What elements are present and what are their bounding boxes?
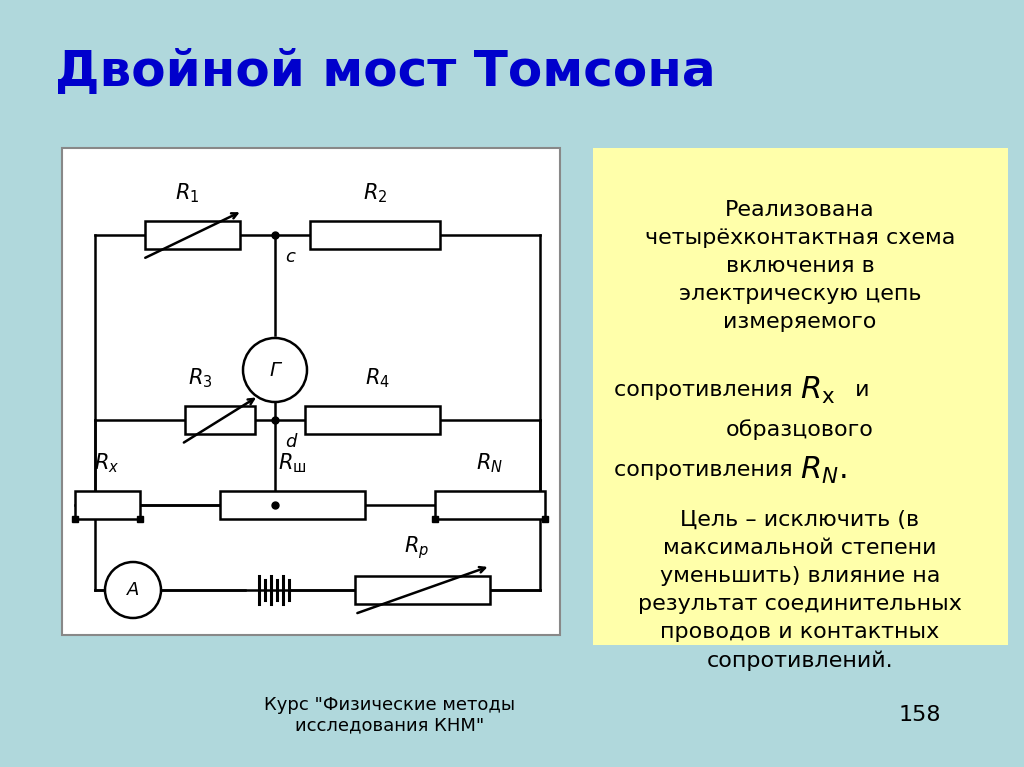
Text: $R_x$: $R_x$ (94, 451, 120, 475)
Bar (145, 221, 240, 249)
Bar (355, 576, 490, 604)
Text: A: A (127, 581, 139, 599)
Text: d: d (285, 433, 296, 451)
Text: $R_\mathrm{ш}$: $R_\mathrm{ш}$ (278, 451, 306, 475)
Circle shape (243, 338, 307, 402)
Text: Г: Г (269, 360, 281, 380)
Text: $R_{N}.$: $R_{N}.$ (800, 455, 847, 486)
Text: $R_\mathrm{x}$: $R_\mathrm{x}$ (800, 374, 836, 406)
Bar (220, 491, 365, 519)
Text: $R_2$: $R_2$ (362, 181, 387, 205)
Text: сопротивления: сопротивления (614, 380, 800, 400)
Bar (593, 148, 1008, 645)
Circle shape (105, 562, 161, 618)
Text: Двойной мост Томсона: Двойной мост Томсона (54, 48, 716, 96)
Text: Цель – исключить (в
максимальной степени
уменьшить) влияние на
результат соедини: Цель – исключить (в максимальной степени… (638, 510, 962, 671)
Bar (185, 406, 255, 434)
Text: $R_1$: $R_1$ (175, 181, 200, 205)
Bar (435, 491, 545, 519)
Text: 158: 158 (899, 705, 941, 725)
Text: образцового: образцового (726, 420, 873, 440)
Text: Реализована
четырёхконтактная схема
включения в
электрическую цепь
измеряемого: Реализована четырёхконтактная схема вклю… (645, 200, 955, 332)
Text: $R_N$: $R_N$ (476, 451, 504, 475)
Bar (310, 221, 440, 249)
Text: сопротивления: сопротивления (614, 460, 800, 480)
Text: и: и (848, 380, 869, 400)
Text: $R_p$: $R_p$ (404, 535, 429, 561)
Bar (75, 491, 140, 519)
Text: c: c (285, 248, 295, 266)
Bar (305, 406, 440, 434)
Text: Курс "Физические методы
исследования КНМ": Курс "Физические методы исследования КНМ… (264, 696, 515, 734)
Text: $R_3$: $R_3$ (187, 366, 212, 390)
Bar (62, 148, 560, 635)
Text: $R_4$: $R_4$ (365, 366, 389, 390)
